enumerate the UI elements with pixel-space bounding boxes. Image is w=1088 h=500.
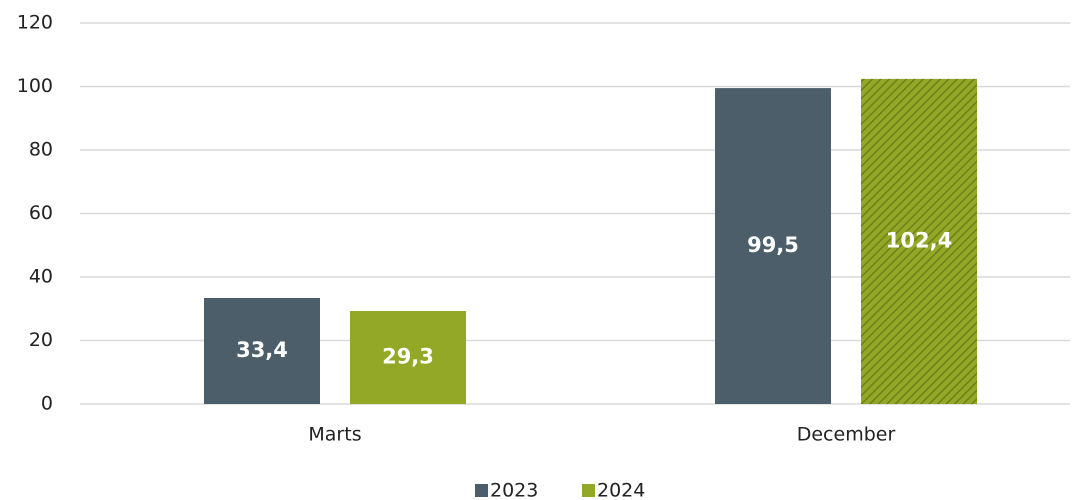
legend-label: 2024 xyxy=(597,480,645,500)
legend-swatch xyxy=(475,484,488,497)
bar xyxy=(204,297,320,404)
y-tick-label: 20 xyxy=(29,329,53,351)
bar xyxy=(861,78,977,404)
y-tick-label: 60 xyxy=(29,202,53,224)
y-tick-label: 120 xyxy=(17,12,53,34)
bar xyxy=(715,88,831,405)
legend-label: 2023 xyxy=(490,480,538,500)
value-label: 99,5 xyxy=(747,233,799,257)
x-tick-label: December xyxy=(797,424,896,446)
x-tick-label: Marts xyxy=(308,424,361,446)
value-label: 29,3 xyxy=(382,344,434,368)
value-label: 33,4 xyxy=(236,338,288,362)
y-tick-label: 100 xyxy=(17,75,53,97)
y-tick-label: 0 xyxy=(41,393,53,415)
y-tick-label: 80 xyxy=(29,139,53,161)
legend-swatch xyxy=(582,484,595,497)
bar xyxy=(350,310,466,404)
y-tick-label: 40 xyxy=(29,266,53,288)
value-label: 102,4 xyxy=(886,228,952,252)
